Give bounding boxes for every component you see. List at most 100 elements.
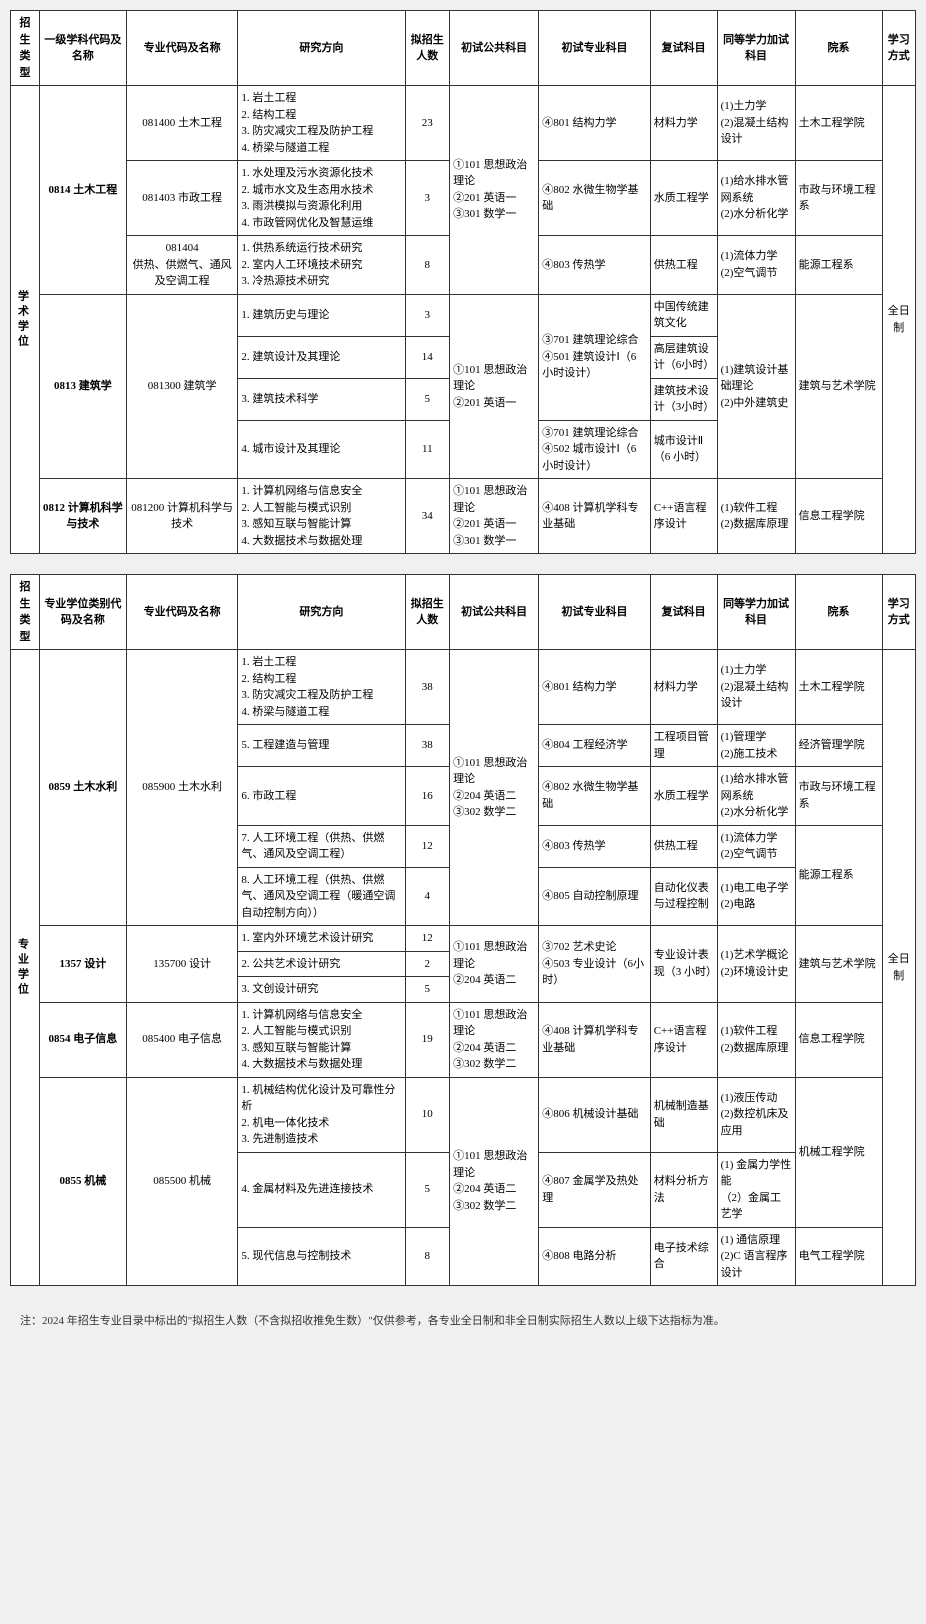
eq-cell: (1)给水排水管网系统(2)水分析化学 bbox=[717, 767, 795, 826]
num-cell: 38 bbox=[405, 650, 450, 725]
ret-cell: 中国传统建筑文化 bbox=[650, 294, 717, 336]
dept-cell: 能源工程系 bbox=[795, 236, 882, 295]
dir-cell: 1. 供热系统运行技术研究2. 室内人工环境技术研究3. 冷热源技术研究 bbox=[238, 236, 405, 295]
dir-cell: 7. 人工环境工程（供热、供燃气、通风及空调工程） bbox=[238, 825, 405, 867]
dir-cell: 4. 金属材料及先进连接技术 bbox=[238, 1152, 405, 1227]
major-cell: 085500 机械 bbox=[126, 1077, 237, 1286]
num-cell: 19 bbox=[405, 1002, 450, 1077]
col-major: 专业代码及名称 bbox=[126, 575, 237, 650]
pro-cell: ③701 建筑理论综合④502 城市设计Ⅰ（6 小时设计） bbox=[539, 420, 650, 479]
num-cell: 3 bbox=[405, 294, 450, 336]
eq-cell: (1)管理学(2)施工技术 bbox=[717, 725, 795, 767]
col-num: 拟招生人数 bbox=[405, 11, 450, 86]
ret-cell: 材料分析方法 bbox=[650, 1152, 717, 1227]
ret-cell: C++语言程序设计 bbox=[650, 479, 717, 554]
l1-cell: 0854 电子信息 bbox=[39, 1002, 126, 1077]
num-cell: 11 bbox=[405, 420, 450, 479]
table-row: 学术学位 0814 土木工程 081400 土木工程 1. 岩土工程2. 结构工… bbox=[11, 86, 916, 161]
ret-cell: 供热工程 bbox=[650, 236, 717, 295]
col-pub: 初试公共科目 bbox=[450, 11, 539, 86]
ret-cell: 城市设计Ⅱ（6 小时） bbox=[650, 420, 717, 479]
num-cell: 5 bbox=[405, 1152, 450, 1227]
l1-cell: 0813 建筑学 bbox=[39, 294, 126, 479]
major-cell: 081404供热、供燃气、通风及空调工程 bbox=[126, 236, 237, 295]
table-row: 专业学位 0859 土木水利 085900 土木水利 1. 岩土工程2. 结构工… bbox=[11, 650, 916, 725]
ret-cell: 专业设计表现（3 小时） bbox=[650, 926, 717, 1003]
table-row: 1357 设计 135700 设计 1. 室内外环境艺术设计研究 12 ①101… bbox=[11, 926, 916, 952]
col-l1: 一级学科代码及名称 bbox=[39, 11, 126, 86]
num-cell: 8 bbox=[405, 1227, 450, 1286]
ret-cell: 高层建筑设计（6小时） bbox=[650, 336, 717, 378]
degree-type-cell: 专业学位 bbox=[11, 650, 40, 1286]
num-cell: 34 bbox=[405, 479, 450, 554]
pub-cell: ①101 思想政治理论②201 英语一 bbox=[450, 294, 539, 479]
num-cell: 14 bbox=[405, 336, 450, 378]
eq-cell: (1)电工电子学(2)电路 bbox=[717, 867, 795, 926]
pro-cell: ④803 传热学 bbox=[539, 236, 650, 295]
dept-cell: 能源工程系 bbox=[795, 825, 882, 926]
col-pro: 初试专业科目 bbox=[539, 11, 650, 86]
ret-cell: 供热工程 bbox=[650, 825, 717, 867]
col-ret: 复试科目 bbox=[650, 575, 717, 650]
pub-cell: ①101 思想政治理论②201 英语一③301 数学一 bbox=[450, 86, 539, 295]
eq-cell: (1)艺术学概论(2)环境设计史 bbox=[717, 926, 795, 1003]
col-eq: 同等学力加试科目 bbox=[717, 575, 795, 650]
ret-cell: 电子技术综合 bbox=[650, 1227, 717, 1286]
col-dept: 院系 bbox=[795, 575, 882, 650]
eq-cell: (1)软件工程(2)数据库原理 bbox=[717, 479, 795, 554]
ret-cell: 材料力学 bbox=[650, 86, 717, 161]
dir-cell: 1. 机械结构优化设计及可靠性分析2. 机电一体化技术3. 先进制造技术 bbox=[238, 1077, 405, 1152]
num-cell: 38 bbox=[405, 725, 450, 767]
pub-cell: ①101 思想政治理论②204 英语二③302 数学二 bbox=[450, 1077, 539, 1286]
dept-cell: 信息工程学院 bbox=[795, 1002, 882, 1077]
eq-cell: (1)建筑设计基础理论(2)中外建筑史 bbox=[717, 294, 795, 479]
ret-cell: 水质工程学 bbox=[650, 161, 717, 236]
col-mode: 学习方式 bbox=[882, 11, 916, 86]
num-cell: 23 bbox=[405, 86, 450, 161]
dir-cell: 1. 水处理及污水资源化技术2. 城市水文及生态用水技术3. 雨洪模拟与资源化利… bbox=[238, 161, 405, 236]
col-pub: 初试公共科目 bbox=[450, 575, 539, 650]
table-header-row: 招生类型 一级学科代码及名称 专业代码及名称 研究方向 拟招生人数 初试公共科目… bbox=[11, 11, 916, 86]
major-cell: 081300 建筑学 bbox=[126, 294, 237, 479]
table-row: 0855 机械 085500 机械 1. 机械结构优化设计及可靠性分析2. 机电… bbox=[11, 1077, 916, 1152]
pro-cell: ④802 水微生物学基础 bbox=[539, 161, 650, 236]
num-cell: 8 bbox=[405, 236, 450, 295]
ret-cell: 建筑技术设计（3小时） bbox=[650, 378, 717, 420]
dept-cell: 经济管理学院 bbox=[795, 725, 882, 767]
eq-cell: (1)软件工程(2)数据库原理 bbox=[717, 1002, 795, 1077]
dir-cell: 5. 工程建造与管理 bbox=[238, 725, 405, 767]
col-ret: 复试科目 bbox=[650, 11, 717, 86]
dept-cell: 土木工程学院 bbox=[795, 650, 882, 725]
pro-cell: ④801 结构力学 bbox=[539, 86, 650, 161]
major-cell: 135700 设计 bbox=[126, 926, 237, 1003]
num-cell: 10 bbox=[405, 1077, 450, 1152]
pro-cell: ④802 水微生物学基础 bbox=[539, 767, 650, 826]
major-cell: 085900 土木水利 bbox=[126, 650, 237, 926]
col-major: 专业代码及名称 bbox=[126, 11, 237, 86]
dir-cell: 2. 建筑设计及其理论 bbox=[238, 336, 405, 378]
pro-cell: ④408 计算机学科专业基础 bbox=[539, 1002, 650, 1077]
col-num: 拟招生人数 bbox=[405, 575, 450, 650]
num-cell: 12 bbox=[405, 926, 450, 952]
eq-cell: (1)土力学(2)混凝土结构设计 bbox=[717, 86, 795, 161]
footnote: 注：2024 年招生专业目录中标出的"拟招生人数（不含拟招收推免生数）"仅供参考… bbox=[10, 1306, 916, 1334]
dept-cell: 市政与环境工程系 bbox=[795, 767, 882, 826]
ret-cell: 工程项目管理 bbox=[650, 725, 717, 767]
eq-cell: (1)流体力学(2)空气调节 bbox=[717, 236, 795, 295]
l1-cell: 0814 土木工程 bbox=[39, 86, 126, 295]
pub-cell: ①101 思想政治理论②201 英语一③301 数学一 bbox=[450, 479, 539, 554]
dir-cell: 3. 建筑技术科学 bbox=[238, 378, 405, 420]
professional-degree-table: 招生类型 专业学位类别代码及名称 专业代码及名称 研究方向 拟招生人数 初试公共… bbox=[10, 574, 916, 1286]
pub-cell: ①101 思想政治理论②204 英语二 bbox=[450, 926, 539, 1003]
num-cell: 12 bbox=[405, 825, 450, 867]
dir-cell: 1. 计算机网络与信息安全2. 人工智能与模式识别3. 感知互联与智能计算4. … bbox=[238, 479, 405, 554]
dir-cell: 1. 计算机网络与信息安全2. 人工智能与模式识别3. 感知互联与智能计算4. … bbox=[238, 1002, 405, 1077]
dir-cell: 1. 岩土工程2. 结构工程3. 防灾减灾工程及防护工程4. 桥梁与隧道工程 bbox=[238, 650, 405, 725]
l1-cell: 0855 机械 bbox=[39, 1077, 126, 1286]
ret-cell: 机械制造基础 bbox=[650, 1077, 717, 1152]
major-cell: 081403 市政工程 bbox=[126, 161, 237, 236]
pro-cell: ④408 计算机学科专业基础 bbox=[539, 479, 650, 554]
table-row: 0812 计算机科学与技术 081200 计算机科学与技术 1. 计算机网络与信… bbox=[11, 479, 916, 554]
col-dir: 研究方向 bbox=[238, 11, 405, 86]
major-cell: 085400 电子信息 bbox=[126, 1002, 237, 1077]
